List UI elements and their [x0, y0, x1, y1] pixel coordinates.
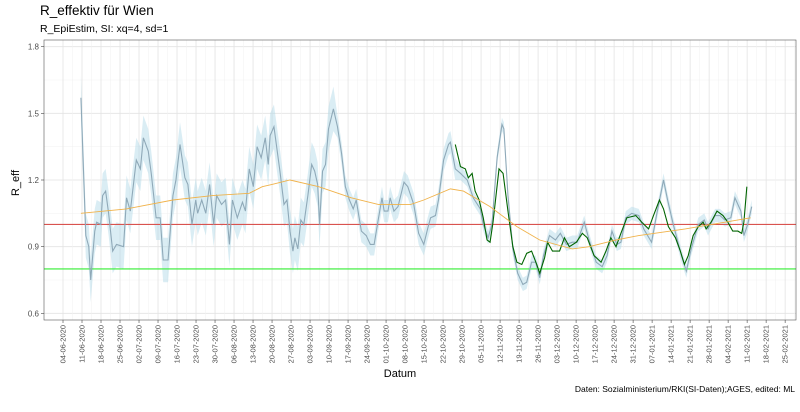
x-tick-label: 08-10-2020	[401, 325, 410, 363]
x-axis-label: Datum	[384, 368, 416, 380]
grid	[44, 40, 796, 320]
chart-subtitle: R_EpiEstim, SI: xq=4, sd=1	[40, 23, 169, 35]
x-tick-label: 25-06-2020	[116, 325, 125, 363]
series-line-trend	[80, 179, 751, 250]
series-line-r-epiestim	[80, 97, 753, 286]
x-tick-label: 25-02-2021	[781, 325, 790, 363]
x-tick-label: 04-02-2021	[724, 325, 733, 363]
caption: Daten: Sozialministerium/RKI(SI-Daten);A…	[575, 384, 795, 394]
x-tick-label: 19-11-2020	[515, 325, 524, 363]
x-tick-label: 20-08-2020	[268, 325, 277, 363]
x-tick-label: 10-12-2020	[572, 325, 581, 363]
x-axis: 04-06-2020 11-06-2020 18-06-2020 25-06-2020…	[59, 320, 790, 363]
y-tick-label: 1.5	[28, 109, 40, 118]
x-tick-label: 11-02-2021	[743, 325, 752, 363]
x-tick-label: 03-09-2020	[306, 325, 315, 363]
x-tick-label: 10-09-2020	[325, 325, 334, 363]
x-tick-label: 27-08-2020	[287, 325, 296, 363]
x-tick-label: 03-12-2020	[553, 325, 562, 363]
reference-lines	[44, 223, 796, 270]
x-tick-label: 23-07-2020	[192, 325, 201, 363]
y-tick-label: 0.6	[28, 309, 40, 318]
chart-title: R_effektiv für Wien	[40, 3, 154, 18]
x-tick-label: 30-07-2020	[211, 325, 220, 363]
x-tick-label: 26-11-2020	[534, 325, 543, 363]
y-tick-label: 1.8	[28, 43, 40, 52]
x-tick-label: 28-01-2021	[705, 325, 714, 363]
y-tick-label: 0.9	[28, 243, 40, 252]
x-tick-label: 05-11-2020	[477, 325, 486, 363]
x-tick-label: 24-09-2020	[363, 325, 372, 363]
series-lines	[80, 97, 753, 286]
y-axis-label: R_eff	[10, 169, 22, 196]
series-line-r-ages	[454, 144, 748, 276]
x-tick-label: 21-01-2021	[686, 325, 695, 363]
x-tick-label: 18-06-2020	[97, 325, 106, 363]
x-tick-label: 24-12-2020	[610, 325, 619, 363]
x-tick-label: 02-07-2020	[135, 325, 144, 363]
x-tick-label: 29-10-2020	[458, 325, 467, 363]
x-tick-label: 13-08-2020	[249, 325, 258, 363]
x-tick-label: 15-10-2020	[420, 325, 429, 363]
ribbons	[80, 75, 752, 303]
y-tick-label: 1.2	[28, 176, 40, 185]
x-tick-label: 17-09-2020	[344, 325, 353, 363]
x-tick-label: 04-06-2020	[59, 325, 68, 363]
x-tick-label: 12-11-2020	[496, 325, 505, 363]
x-tick-label: 06-08-2020	[230, 325, 239, 363]
y-axis: 0.6 0.9 1.2 1.5 1.8	[28, 43, 44, 318]
x-tick-label: 16-07-2020	[173, 325, 182, 363]
x-tick-label: 01-10-2020	[382, 325, 391, 363]
confidence-ribbon	[80, 75, 752, 303]
x-tick-label: 14-01-2021	[667, 325, 676, 363]
x-tick-label: 31-12-2020	[629, 325, 638, 363]
x-tick-label: 17-12-2020	[591, 325, 600, 363]
x-tick-label: 22-10-2020	[439, 325, 448, 363]
x-tick-label: 11-06-2020	[78, 325, 87, 363]
x-tick-label: 09-07-2020	[154, 325, 163, 363]
x-tick-label: 18-02-2021	[762, 325, 771, 363]
x-tick-label: 07-01-2021	[648, 325, 657, 363]
